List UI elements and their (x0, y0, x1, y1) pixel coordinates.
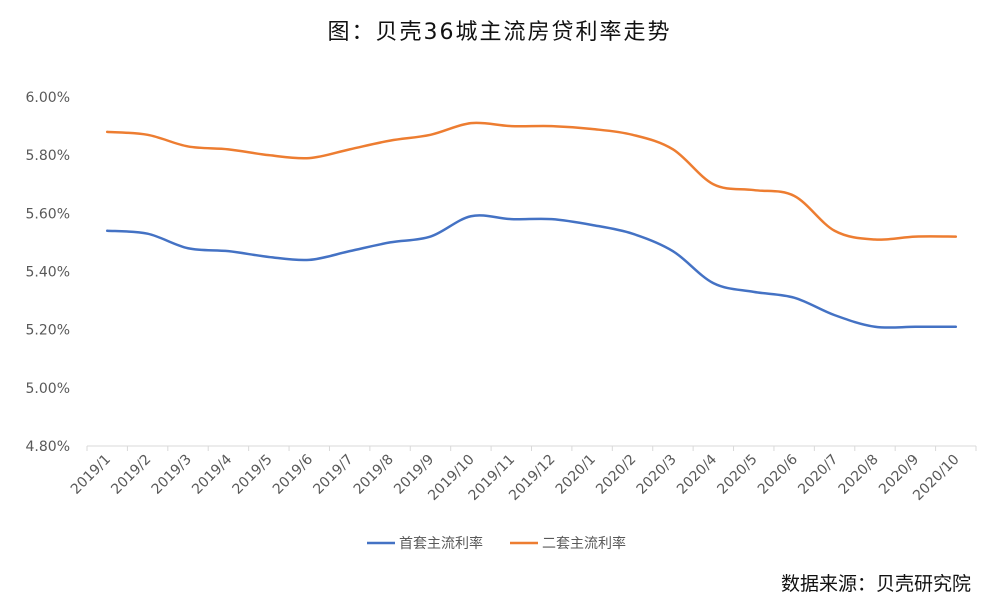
source-note: 数据来源：贝壳研究院 (780, 573, 971, 595)
x-tick-label: 2020/5 (714, 452, 760, 498)
x-tick-label: 2020/3 (634, 452, 680, 498)
x-tick-label: 2019/5 (230, 452, 276, 498)
x-tick-label: 2019/1 (68, 452, 114, 498)
legend-label: 二套主流利率 (542, 535, 626, 552)
x-tick-label: 2019/3 (149, 452, 195, 498)
series-line-1 (105, 214, 958, 329)
chart-title: 图：贝壳36城主流房贷利率走势 (327, 20, 672, 45)
x-tick-label: 2020/4 (674, 451, 720, 497)
series-line-2 (105, 121, 958, 241)
x-tick-label: 2020/7 (795, 452, 841, 498)
x-tick-label: 2019/2 (108, 452, 154, 498)
y-tick-label: 6.00% (26, 90, 70, 106)
y-axis-ticks: 4.80% 5.00% 5.20% 5.40% 5.60% 5.80% 6.00% (26, 90, 70, 455)
x-tick-label: 2019/4 (189, 451, 235, 497)
x-tick-label: 2019/6 (270, 451, 316, 497)
x-tick-label: 2020/1 (553, 452, 599, 498)
y-tick-label: 5.20% (26, 323, 70, 339)
x-tick-label: 2020/2 (593, 452, 639, 498)
axes (86, 445, 977, 451)
y-tick-label: 5.60% (26, 206, 70, 222)
legend-label: 首套主流利率 (399, 535, 483, 552)
legend: 首套主流利率 二套主流利率 (367, 535, 626, 552)
series-lines (105, 121, 958, 329)
y-tick-label: 5.80% (26, 148, 70, 164)
x-tick-label: 2020/6 (755, 451, 801, 497)
x-tick-label: 2019/8 (351, 452, 397, 498)
y-tick-label: 5.00% (26, 381, 70, 397)
x-tick-label: 2019/7 (310, 452, 356, 498)
x-axis-ticks: 2019/12019/22019/32019/42019/52019/62019… (68, 451, 963, 504)
y-tick-label: 4.80% (26, 439, 70, 455)
y-tick-label: 5.40% (26, 265, 70, 281)
x-tick-label: 2020/8 (836, 452, 882, 498)
